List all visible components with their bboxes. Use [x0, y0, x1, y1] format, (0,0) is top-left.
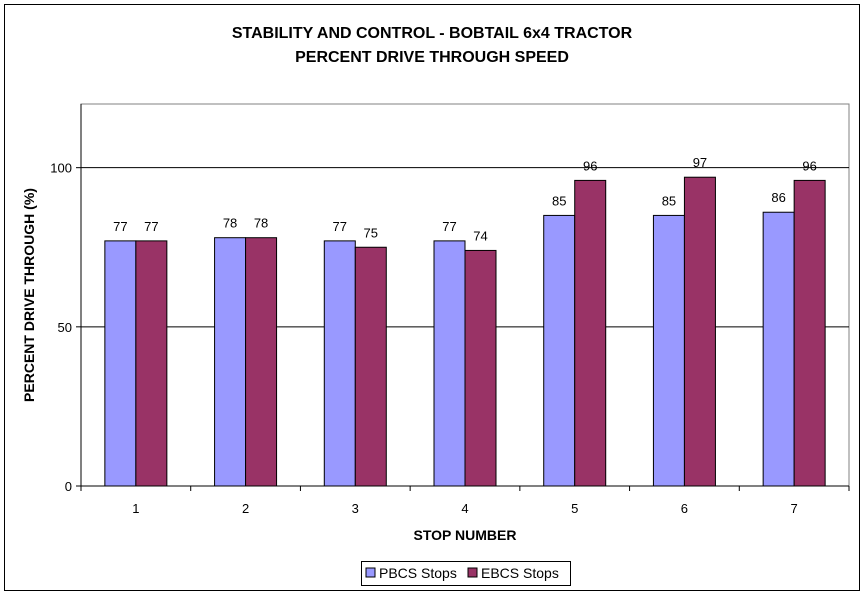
chart-subtitle: PERCENT DRIVE THROUGH SPEED [295, 49, 569, 66]
data-label-ebcs-stops-2: 78 [254, 216, 268, 231]
data-label-ebcs-stops-5: 96 [583, 158, 597, 173]
data-labels: 77 78 77 77 85 85 86 77 78 75 74 96 97 96 [113, 155, 817, 243]
legend: PBCS Stops EBCS Stops [361, 561, 571, 586]
x-tick-label-4: 4 [461, 501, 468, 516]
legend-swatch-ebcs [467, 567, 478, 578]
legend-box [361, 561, 571, 586]
data-label-pbcs-stops-2: 78 [223, 216, 237, 231]
legend-swatch-pbcs [365, 567, 376, 578]
y-axis: 0 50 100 [50, 104, 82, 494]
bar-ebcs-stops-5 [574, 179, 607, 487]
x-tick-label-6: 6 [681, 501, 688, 516]
data-label-pbcs-stops-5: 85 [552, 193, 566, 208]
x-tick-label-1: 1 [132, 501, 139, 516]
x-axis: 1 2 3 4 5 6 7 [80, 485, 850, 516]
bar-ebcs-stops-2 [245, 237, 278, 487]
bar-ebcs-stops-7 [793, 179, 826, 487]
data-label-ebcs-stops-4: 74 [473, 228, 487, 243]
data-label-ebcs-stops-6: 97 [693, 155, 707, 170]
data-label-pbcs-stops-6: 85 [662, 193, 676, 208]
data-label-ebcs-stops-7: 96 [802, 158, 816, 173]
bar-pbcs-stops-1 [104, 240, 137, 487]
x-tick-label-7: 7 [791, 501, 798, 516]
data-label-pbcs-stops-3: 77 [333, 219, 347, 234]
data-label-ebcs-stops-1: 77 [144, 219, 158, 234]
bar-ebcs-stops-4 [464, 249, 497, 487]
bar-pbcs-stops-3 [323, 240, 356, 487]
bars [104, 176, 826, 487]
chart-title: STABILITY AND CONTROL - BOBTAIL 6x4 TRAC… [232, 25, 633, 42]
y-tick-label-100: 100 [50, 161, 72, 176]
bar-ebcs-stops-6 [683, 176, 716, 487]
data-label-pbcs-stops-4: 77 [442, 219, 456, 234]
x-tick-label-5: 5 [571, 501, 578, 516]
x-tick-label-3: 3 [352, 501, 359, 516]
y-tick-label-50: 50 [58, 320, 72, 335]
bar-pbcs-stops-6 [652, 214, 685, 487]
bar-pbcs-stops-7 [762, 211, 795, 487]
x-axis-title: STOP NUMBER [414, 527, 517, 543]
bar-pbcs-stops-5 [543, 214, 576, 487]
data-label-pbcs-stops-7: 86 [771, 190, 785, 205]
bar-pbcs-stops-4 [433, 240, 466, 487]
bar-ebcs-stops-3 [354, 246, 387, 487]
legend-label-pbcs: PBCS Stops [379, 565, 457, 581]
legend-label-ebcs: EBCS Stops [481, 565, 559, 581]
y-axis-title: PERCENT DRIVE THROUGH (%) [21, 188, 37, 402]
bar-pbcs-stops-2 [214, 237, 247, 487]
bar-ebcs-stops-1 [135, 240, 168, 487]
data-label-pbcs-stops-1: 77 [113, 219, 127, 234]
x-tick-label-2: 2 [242, 501, 249, 516]
y-tick-label-0: 0 [65, 479, 72, 494]
data-label-ebcs-stops-3: 75 [364, 225, 378, 240]
